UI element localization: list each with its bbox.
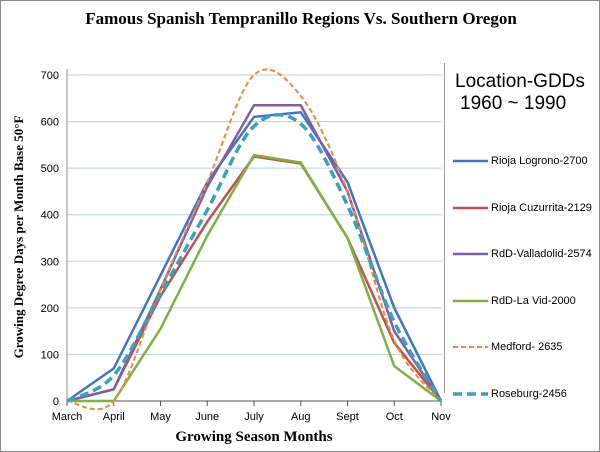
y-tick-label: 200 xyxy=(41,303,59,315)
series-line-3 xyxy=(67,153,442,403)
legend-title-line2: 1960 ~ 1990 xyxy=(460,93,567,114)
legend-item: Roseburg-2456 xyxy=(453,388,567,400)
y-tick-label: 0 xyxy=(53,396,59,408)
x-tick-label: May xyxy=(150,411,171,423)
legend-swatch xyxy=(453,346,488,348)
series-line-4 xyxy=(66,68,442,411)
x-tick-label: April xyxy=(103,411,125,423)
legend-label: RdD-Valladolid-2574 xyxy=(491,248,592,260)
legend-swatch xyxy=(453,299,488,302)
legend-item: Rioja Logrono-2700 xyxy=(453,155,588,167)
x-tick-label: Aug xyxy=(291,411,311,423)
y-tick-label: 100 xyxy=(41,349,59,361)
x-tick-label: Oct xyxy=(386,411,403,423)
legend-swatch xyxy=(453,206,488,209)
x-tick-label: March xyxy=(52,411,83,423)
x-tick-label: July xyxy=(244,411,264,423)
series-line-1 xyxy=(66,155,442,403)
x-axis-label: Growing Season Months xyxy=(175,429,333,445)
x-tick-label: Sept xyxy=(336,411,359,423)
legend: Location-GDDs 1960 ~ 1990 Rioja Logrono-… xyxy=(444,63,599,400)
y-tick-label: 300 xyxy=(41,256,59,268)
legend-swatch xyxy=(453,391,488,396)
legend-label: Medford- 2635 xyxy=(491,341,563,353)
x-tick-label: June xyxy=(195,411,219,423)
series-line-2 xyxy=(66,104,443,403)
chart-title: Famous Spanish Tempranillo Regions Vs. S… xyxy=(85,9,517,28)
y-tick-label: 700 xyxy=(41,70,59,82)
legend-label: Roseburg-2456 xyxy=(491,387,567,400)
y-tick-label: 600 xyxy=(41,117,59,129)
legend-item: Rioja Cuzurrita-2129 xyxy=(453,202,592,214)
legend-label: RdD-La Vid-2000 xyxy=(491,294,576,307)
series-line-0 xyxy=(66,110,443,403)
x-tick-label: Nov xyxy=(431,411,451,423)
series-line-5 xyxy=(66,112,443,403)
legend-item: RdD-La Vid-2000 xyxy=(453,295,576,307)
legend-item: Medford- 2635 xyxy=(453,341,563,353)
legend-label: Rioja Cuzurrita-2129 xyxy=(491,201,592,214)
y-tick-label: 400 xyxy=(41,210,59,222)
y-tick-label: 500 xyxy=(41,163,59,175)
legend-item: RdD-Valladolid-2574 xyxy=(453,248,592,260)
legend-title-line1: Location-GDDs xyxy=(455,71,585,92)
legend-label: Rioja Logrono-2700 xyxy=(491,155,588,167)
legend-title: Location-GDDs 1960 ~ 1990 xyxy=(445,63,599,115)
legend-swatch xyxy=(453,252,488,256)
legend-swatch xyxy=(453,159,488,163)
